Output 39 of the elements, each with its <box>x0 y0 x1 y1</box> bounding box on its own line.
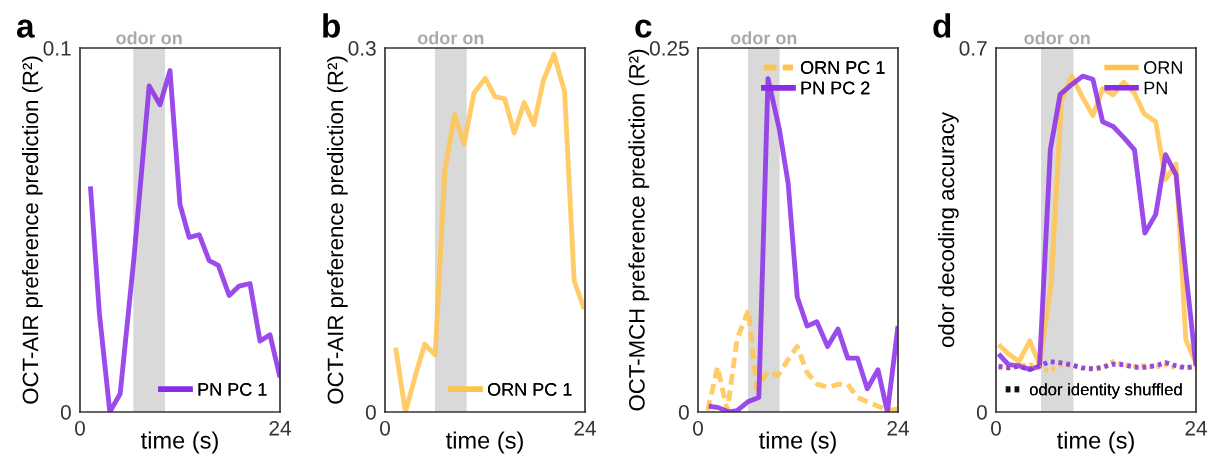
band-label: odor on <box>116 31 182 45</box>
y-axis-title: odor decoding accuracy <box>937 112 959 348</box>
x-axis-title: time (s) <box>759 431 836 454</box>
band-label: odor on <box>730 31 797 45</box>
legend-label: PN PC 2 <box>801 81 870 95</box>
chart-title: d <box>933 13 951 38</box>
chart-title: c <box>635 19 652 38</box>
line-series <box>706 76 898 412</box>
annotation: odor identity shuffled <box>1029 383 1182 399</box>
y-tick-label: 0.1 <box>43 41 71 56</box>
y-tick-label: 0.7 <box>959 41 987 56</box>
y-axis-title: OCT-AIR preference prediction (R²) <box>21 56 43 404</box>
band-label: odor on <box>1024 31 1090 45</box>
x-axis-title: time (s) <box>446 431 523 454</box>
line-series <box>705 307 898 412</box>
line-series <box>393 51 585 412</box>
x-tick-label: 24 <box>269 420 291 436</box>
chart-title: b <box>323 13 340 38</box>
x-axis-title: time (s) <box>141 431 218 454</box>
x-tick-label: 24 <box>1185 420 1207 436</box>
x-axis-title: time (s) <box>1057 431 1134 454</box>
legend-label: ORN PC 1 <box>487 383 572 396</box>
legend-label: PN <box>1144 81 1167 95</box>
band-label: odor on <box>417 31 484 45</box>
legend-label: ORN <box>1144 61 1182 74</box>
legend-label: ORN PC 1 <box>800 61 885 74</box>
y-axis-title: OCT-AIR preference prediction (R²) <box>326 56 348 404</box>
legend-label: PN PC 1 <box>198 383 267 396</box>
x-tick-label: 0 <box>991 420 1001 436</box>
x-tick-label: 0 <box>693 420 703 436</box>
line-series <box>87 68 280 412</box>
x-tick-label: 24 <box>574 420 596 436</box>
x-tick-label: 0 <box>380 420 390 436</box>
x-tick-label: 0 <box>75 420 85 436</box>
y-axis-title: OCT-MCH preference prediction (R²) <box>628 49 650 411</box>
y-tick-label: 0.3 <box>348 41 376 56</box>
x-tick-label: 24 <box>887 420 909 436</box>
y-tick-label: 0.25 <box>649 41 689 56</box>
chart-title: a <box>16 19 35 38</box>
